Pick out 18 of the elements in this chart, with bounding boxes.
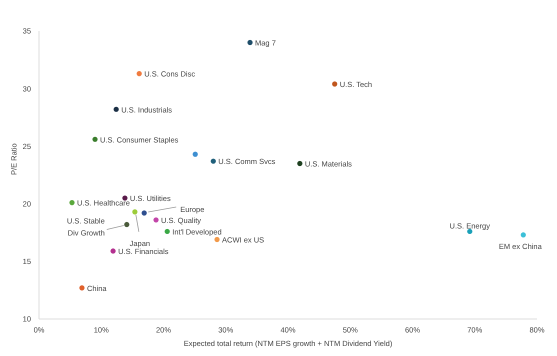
- point: [520, 232, 526, 238]
- point: [69, 200, 75, 206]
- point: [153, 217, 159, 223]
- point: [124, 222, 130, 228]
- point: [164, 228, 170, 234]
- point: [114, 106, 119, 112]
- point: [247, 40, 253, 46]
- point: [210, 158, 216, 164]
- point: [92, 136, 98, 142]
- point: [214, 236, 220, 242]
- point: [332, 81, 338, 87]
- point: [110, 248, 116, 254]
- point: [192, 152, 198, 157]
- point: [136, 71, 142, 76]
- point: [79, 285, 85, 290]
- point: [142, 210, 147, 216]
- point: [297, 160, 302, 166]
- point: [132, 209, 138, 214]
